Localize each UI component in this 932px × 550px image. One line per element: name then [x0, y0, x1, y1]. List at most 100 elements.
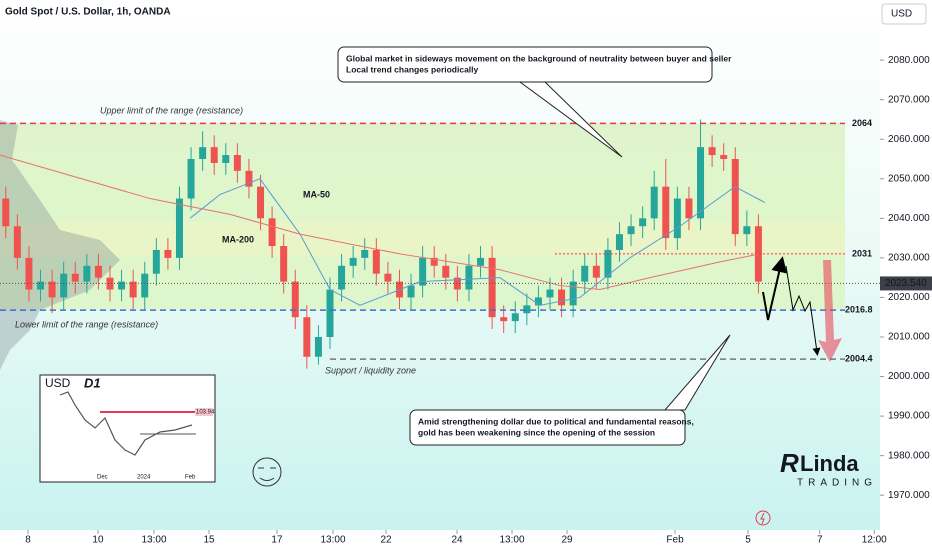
level-label: 2031 — [852, 248, 872, 258]
bearish-arrow — [818, 260, 842, 362]
projection-down — [785, 265, 821, 356]
x-tick-label: 17 — [271, 535, 283, 546]
candle-body — [94, 265, 102, 278]
candle-body — [697, 147, 705, 219]
candle-body — [372, 249, 380, 274]
candle-body — [731, 159, 739, 235]
ma-line — [189, 178, 766, 306]
y-tick-label: 2080.000 — [888, 55, 930, 66]
candle-body — [129, 281, 137, 298]
alert-icon — [755, 510, 771, 526]
candle-body — [407, 285, 415, 298]
candle-body — [442, 265, 450, 278]
candle-body — [210, 147, 218, 163]
candle-body — [384, 273, 392, 282]
callout-text: Local trend changes periodically — [346, 64, 479, 74]
candle-body — [48, 281, 56, 298]
candle-body — [280, 246, 288, 282]
level-annotation: Upper limit of the range (resistance) — [100, 105, 243, 115]
y-tick-label: 1970.000 — [888, 490, 930, 501]
candle-body — [361, 249, 369, 258]
face-doodle — [258, 467, 276, 481]
level-label: 2064 — [852, 118, 872, 128]
level-annotation: Support / liquidity zone — [325, 365, 416, 375]
candle-body — [569, 281, 577, 306]
ma-label: MA-50 — [303, 189, 330, 199]
inset-title: USD — [45, 376, 71, 390]
candle-body — [199, 147, 207, 159]
candle-body — [534, 297, 542, 306]
callout-text: Amid strengthening dollar due to politic… — [418, 416, 694, 426]
candle-body — [175, 198, 183, 258]
inset-label: Feb — [185, 475, 196, 481]
candle-body — [25, 257, 33, 290]
alert-icon — [760, 512, 765, 525]
plot: MA-50 MA-200 2064 Upper limit of the range … — [0, 105, 880, 375]
callout-text: gold has been weakening since the openin… — [418, 427, 655, 437]
candle-body — [268, 218, 276, 247]
candle-body — [314, 336, 322, 357]
y-tick-label: 2040.000 — [888, 213, 930, 224]
x-tick-label: 13:00 — [141, 535, 166, 546]
ma-label: MA-200 — [222, 234, 254, 244]
y-tick-label: 2060.000 — [888, 134, 930, 145]
inset-line — [59, 391, 193, 456]
chart-title: Gold Spot / U.S. Dollar, 1h, OANDA — [5, 7, 171, 18]
candle-body — [453, 277, 461, 290]
candle-body — [245, 170, 253, 187]
inset — [39, 374, 216, 483]
y-tick-label: 2070.000 — [888, 94, 930, 105]
candle-body — [604, 249, 612, 278]
candle-body — [187, 159, 195, 199]
candle-body — [257, 186, 265, 219]
x-tick-label: 29 — [561, 535, 573, 546]
current-price-label: 2023.540 — [885, 278, 927, 289]
candle-body — [60, 273, 68, 298]
candle-body — [662, 186, 670, 239]
candle-body — [720, 155, 728, 159]
candle-body — [627, 226, 635, 235]
logo-name: Linda — [800, 451, 859, 476]
candle-body — [13, 226, 21, 258]
currency: USD — [891, 9, 912, 20]
x-tick-label: 13:00 — [500, 535, 525, 546]
candle-body — [326, 289, 334, 337]
candle-body — [349, 257, 357, 266]
inset-timeframe: D1 — [84, 375, 101, 390]
y-tick-label: 1990.000 — [888, 411, 930, 422]
y-tick-label: 2000.000 — [888, 371, 930, 382]
y-tick-label: 2030.000 — [888, 253, 930, 264]
candle-body — [338, 265, 346, 290]
x-tick-label: 5 — [745, 535, 751, 546]
candle-body — [419, 257, 427, 286]
x-tick-label: 8 — [25, 535, 31, 546]
logo-mark: R — [780, 448, 799, 478]
logo-sub: TRADING — [797, 478, 877, 489]
level-label: 2016.8 — [845, 304, 873, 314]
time-axis — [0, 530, 880, 550]
y-tick-label: 2010.000 — [888, 332, 930, 343]
callout-text: Global market in sideways movement on th… — [346, 53, 732, 63]
candle-body — [2, 198, 10, 227]
current-price-box — [880, 276, 932, 291]
x-tick-label: 13:00 — [320, 535, 345, 546]
candle-body — [708, 147, 716, 156]
candle-body — [164, 249, 172, 258]
x-tick-label: 15 — [203, 535, 215, 546]
callout-box — [409, 409, 686, 446]
candle-body — [685, 198, 693, 219]
candle-body — [615, 234, 623, 250]
x-tick-label: 10 — [92, 535, 104, 546]
y-tick-label: 2020.000 — [888, 292, 930, 303]
candle-body — [222, 155, 230, 163]
candle-body — [303, 317, 311, 357]
candle-body — [430, 257, 438, 266]
x-tick-label: 24 — [451, 535, 463, 546]
candle-body — [152, 249, 160, 274]
candle-body — [581, 265, 589, 282]
projection-up — [762, 256, 787, 321]
candle-body — [83, 265, 91, 282]
face-doodle — [252, 457, 282, 487]
volume-profile — [0, 120, 120, 370]
